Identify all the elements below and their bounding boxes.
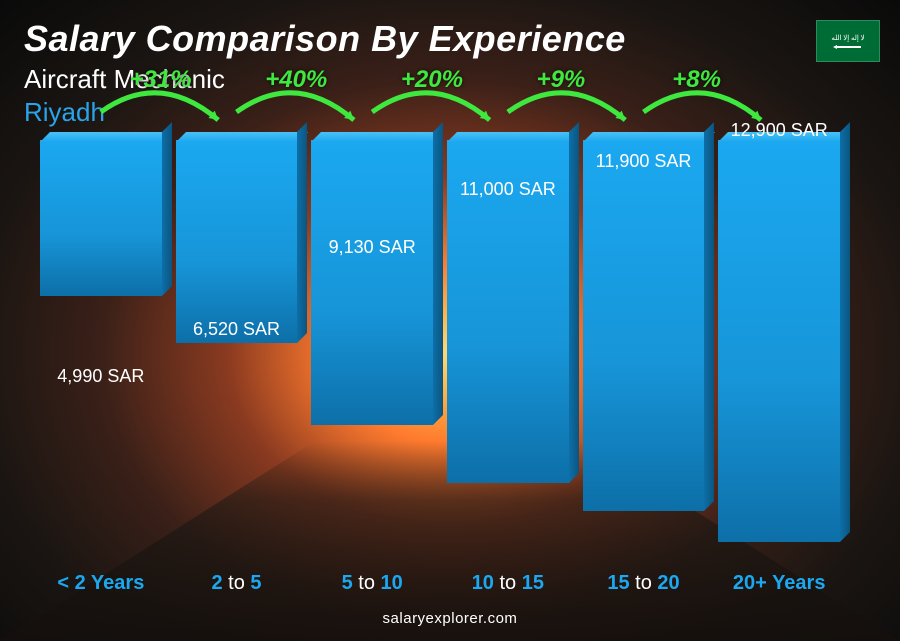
bar-value-label: 6,520 SAR [151, 319, 321, 340]
pct-increase-label: +9% [537, 66, 586, 94]
bar [311, 140, 433, 425]
bar-wrap: 11,900 SAR15 to 20 [583, 140, 705, 561]
bar-value-label: 11,900 SAR [558, 151, 728, 172]
pct-increase-label: +20% [401, 66, 463, 94]
pct-increase-label: +8% [672, 66, 721, 94]
pct-increase-label: +31% [130, 66, 192, 94]
bar-x-label: 20+ Years [694, 572, 864, 595]
bar-chart: 4,990 SAR< 2 Years6,520 SAR2 to 59,130 S… [40, 140, 840, 561]
footer-credit: salaryexplorer.com [0, 610, 900, 627]
flag-icon: لا إله إلا الله [816, 20, 880, 62]
bar-value-label: 11,000 SAR [423, 179, 593, 200]
bar [176, 140, 298, 343]
bar-value-label: 4,990 SAR [16, 366, 186, 387]
bar [40, 140, 162, 296]
pct-increase-label: +40% [265, 66, 327, 94]
bar-wrap: 12,900 SAR20+ Years [718, 140, 840, 561]
bar-wrap: 6,520 SAR2 to 5 [176, 140, 298, 561]
bar-value-label: 9,130 SAR [287, 237, 457, 258]
bar-wrap: 9,130 SAR5 to 10 [311, 140, 433, 561]
svg-text:لا إله إلا الله: لا إله إلا الله [831, 34, 864, 42]
bar [718, 140, 840, 542]
bar-wrap: 11,000 SAR10 to 15 [447, 140, 569, 561]
chart-title: Salary Comparison By Experience [24, 18, 876, 60]
bar-wrap: 4,990 SAR< 2 Years [40, 140, 162, 561]
bar [583, 140, 705, 511]
bar-value-label: 12,900 SAR [694, 120, 864, 141]
